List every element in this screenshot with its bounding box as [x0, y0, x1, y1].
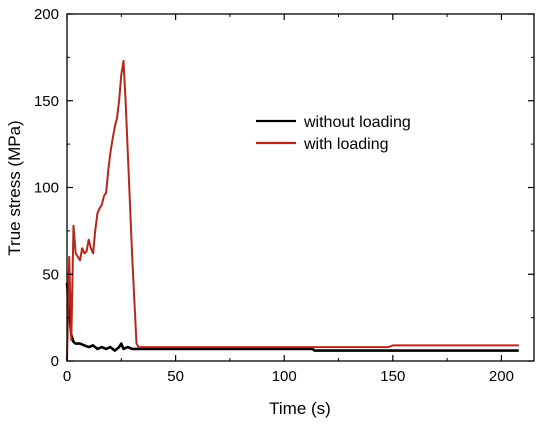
y-axis-title: True stress (MPa) — [5, 120, 24, 255]
legend-label-with-loading: with loading — [303, 136, 389, 153]
plot-frame — [66, 13, 535, 362]
legend-label-without-loading: without loading — [303, 114, 411, 131]
x-tick-label: 150 — [380, 368, 405, 385]
x-tick-label: 200 — [489, 368, 514, 385]
series-line-with-loading — [66, 59, 519, 362]
x-axis-title: Time (s) — [269, 399, 331, 418]
ticks-layer: 0 50 100 150 200 0 50 100 150 200 — [34, 6, 534, 385]
y-tick-label: 100 — [34, 180, 59, 197]
x-tick-label: 100 — [272, 368, 297, 385]
y-tick-label: 50 — [42, 266, 59, 283]
series-layer — [65, 59, 519, 362]
legend: without loading with loading — [256, 114, 411, 153]
y-tick-label: 0 — [51, 353, 59, 370]
y-tick-label: 200 — [34, 6, 59, 23]
x-tick-label: 0 — [63, 368, 71, 385]
y-tick-label: 150 — [34, 93, 59, 110]
x-tick-label: 50 — [167, 368, 184, 385]
series-line-without-loading — [65, 282, 519, 352]
